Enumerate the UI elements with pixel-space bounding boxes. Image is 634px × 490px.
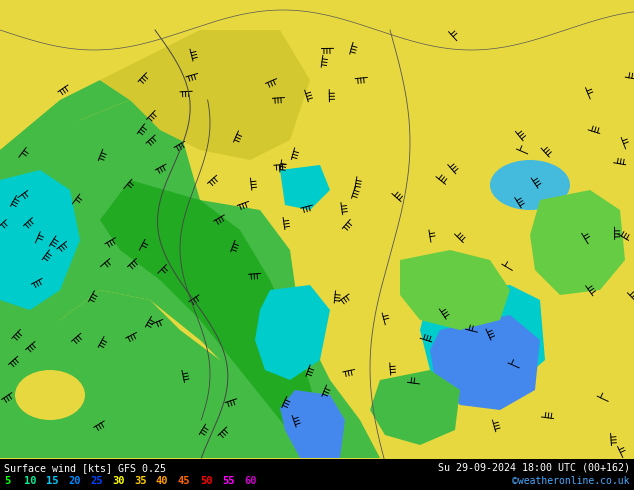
Text: 15: 15	[46, 476, 58, 486]
Text: Surface wind [kts] GFS 0.25: Surface wind [kts] GFS 0.25	[4, 463, 166, 473]
Polygon shape	[280, 390, 345, 458]
Polygon shape	[0, 80, 130, 200]
Polygon shape	[100, 180, 320, 458]
Text: 35: 35	[134, 476, 146, 486]
Polygon shape	[100, 30, 310, 160]
Polygon shape	[420, 285, 545, 395]
Text: 60: 60	[244, 476, 257, 486]
Text: ©weatheronline.co.uk: ©weatheronline.co.uk	[512, 476, 630, 486]
Polygon shape	[280, 165, 330, 210]
Text: 30: 30	[112, 476, 124, 486]
Text: 25: 25	[90, 476, 103, 486]
Text: 10: 10	[24, 476, 37, 486]
Text: 5: 5	[4, 476, 10, 486]
Polygon shape	[400, 250, 510, 330]
Polygon shape	[255, 285, 330, 380]
Ellipse shape	[490, 160, 570, 210]
Text: 20: 20	[68, 476, 81, 486]
Text: 45: 45	[178, 476, 190, 486]
Polygon shape	[530, 190, 625, 295]
Text: 40: 40	[156, 476, 169, 486]
Text: 55: 55	[222, 476, 235, 486]
Polygon shape	[0, 170, 80, 310]
Polygon shape	[370, 370, 460, 445]
Polygon shape	[0, 100, 380, 458]
Bar	[0, 459, 634, 490]
Polygon shape	[0, 290, 300, 458]
Text: 50: 50	[200, 476, 212, 486]
Text: Su 29-09-2024 18:00 UTC (00+162): Su 29-09-2024 18:00 UTC (00+162)	[438, 463, 630, 473]
Ellipse shape	[15, 370, 85, 420]
Polygon shape	[430, 315, 540, 410]
